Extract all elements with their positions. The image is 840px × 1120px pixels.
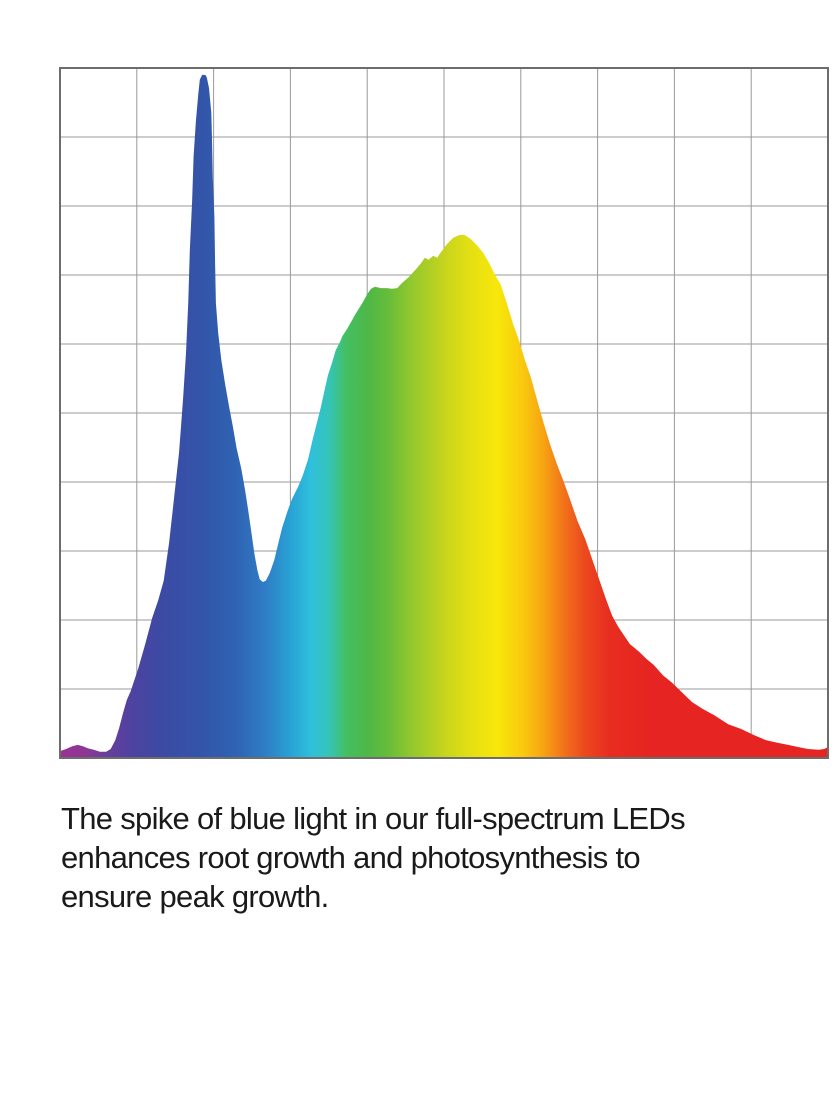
spectrum-chart [58, 66, 830, 760]
caption-line-1: The spike of blue light in our full-spec… [61, 801, 686, 836]
caption-line-2: enhances root growth and photosynthesis … [61, 840, 641, 875]
caption: The spike of blue light in our full-spec… [61, 799, 686, 916]
caption-line-3: ensure peak growth. [61, 879, 329, 914]
spectrum-svg [59, 67, 829, 759]
